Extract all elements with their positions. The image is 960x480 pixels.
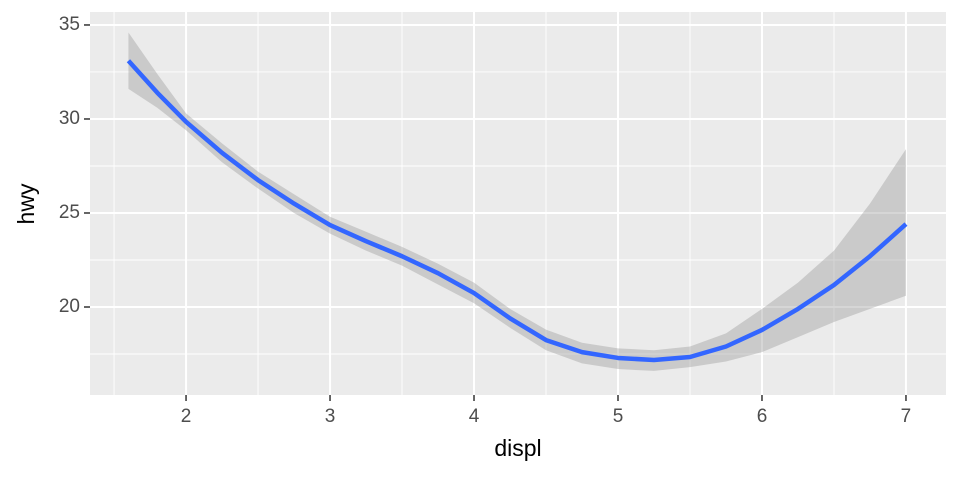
y-tick-label: 25 <box>59 202 80 223</box>
y-tick-label: 35 <box>59 14 80 35</box>
y-tick-label: 30 <box>59 108 80 129</box>
x-tick-label: 3 <box>325 406 336 427</box>
x-tick-label: 5 <box>613 406 624 427</box>
y-tick-label: 20 <box>59 296 80 317</box>
x-tick-label: 6 <box>757 406 768 427</box>
x-tick-label: 2 <box>181 406 192 427</box>
y-axis-title: hwy <box>13 183 39 224</box>
smooth-line <box>126 59 908 363</box>
x-tick-label: 4 <box>469 406 480 427</box>
panel <box>90 12 946 395</box>
x-tick-label: 7 <box>901 406 912 427</box>
x-axis-title: displ <box>494 435 541 461</box>
confidence-band <box>128 32 906 371</box>
